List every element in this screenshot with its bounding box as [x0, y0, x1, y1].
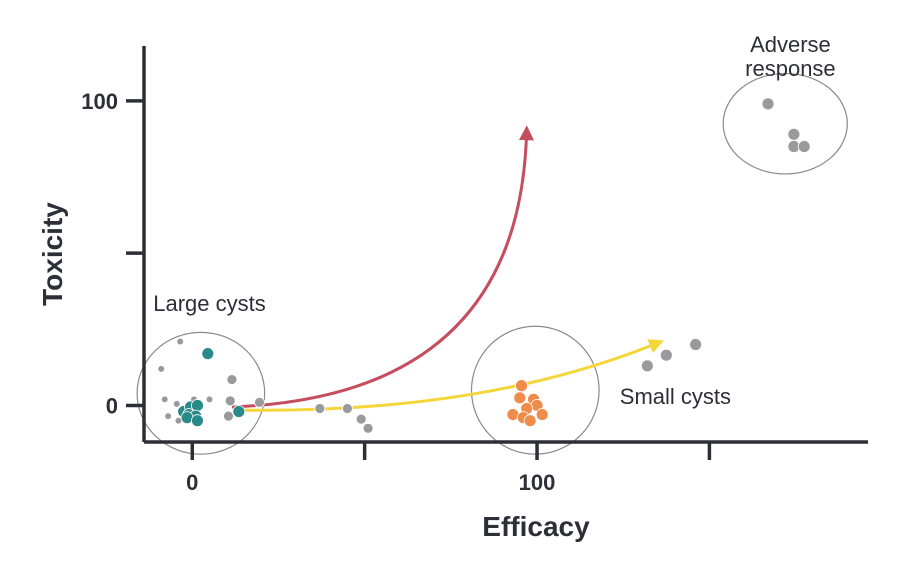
annotation-label: Small cysts [620, 384, 731, 409]
data-point [689, 338, 703, 351]
data-point [226, 374, 238, 385]
annotation-label: Adverse response [745, 32, 836, 81]
data-point [161, 396, 168, 403]
data-point [362, 422, 374, 434]
data-point [523, 414, 537, 428]
data-point [797, 140, 811, 153]
annotation-label: Large cysts [153, 291, 266, 316]
efficacy-trend-arrow [233, 339, 664, 412]
y-tick-label: 100 [81, 89, 118, 114]
data-point [165, 413, 172, 420]
data-point [640, 359, 654, 373]
data-point [223, 410, 234, 422]
data-points [158, 97, 811, 434]
data-point [535, 408, 549, 421]
data-point [513, 391, 527, 405]
data-point [254, 396, 265, 408]
data-point [314, 403, 326, 414]
annotation-line: Large cysts [153, 291, 266, 316]
data-point [224, 395, 236, 407]
annotations: Large cysts Small cysts Adverse response [153, 32, 835, 409]
data-point [175, 417, 182, 424]
data-point [761, 97, 775, 111]
data-point [515, 379, 528, 393]
data-point [659, 348, 673, 362]
cluster-ellipse [722, 72, 848, 175]
data-point [201, 347, 215, 361]
data-point [232, 405, 246, 418]
x-axis-label: Efficacy [482, 511, 590, 542]
data-point [158, 365, 165, 372]
annotation-line: Small cysts [620, 384, 731, 409]
data-point [787, 127, 801, 141]
data-point [173, 400, 180, 407]
data-point [191, 399, 204, 412]
x-tick-label: 100 [519, 470, 556, 495]
data-point [355, 413, 367, 425]
data-point [206, 396, 213, 403]
cluster-ellipses [136, 72, 848, 455]
data-point [342, 403, 353, 414]
annotation-line: Adverse [750, 32, 831, 57]
trend-arrows [231, 125, 664, 412]
data-point [191, 414, 204, 428]
x-tick-label: 0 [186, 470, 198, 495]
y-axis-label: Toxicity [37, 202, 68, 306]
axes [142, 46, 868, 444]
y-tick-label: 0 [106, 393, 118, 418]
cluster-ellipse [136, 331, 266, 455]
ticks: 0 100 0 100 [81, 89, 712, 495]
toxicity-trend-arrow [231, 125, 534, 409]
annotation-line: response [745, 56, 836, 81]
data-point [177, 338, 184, 345]
